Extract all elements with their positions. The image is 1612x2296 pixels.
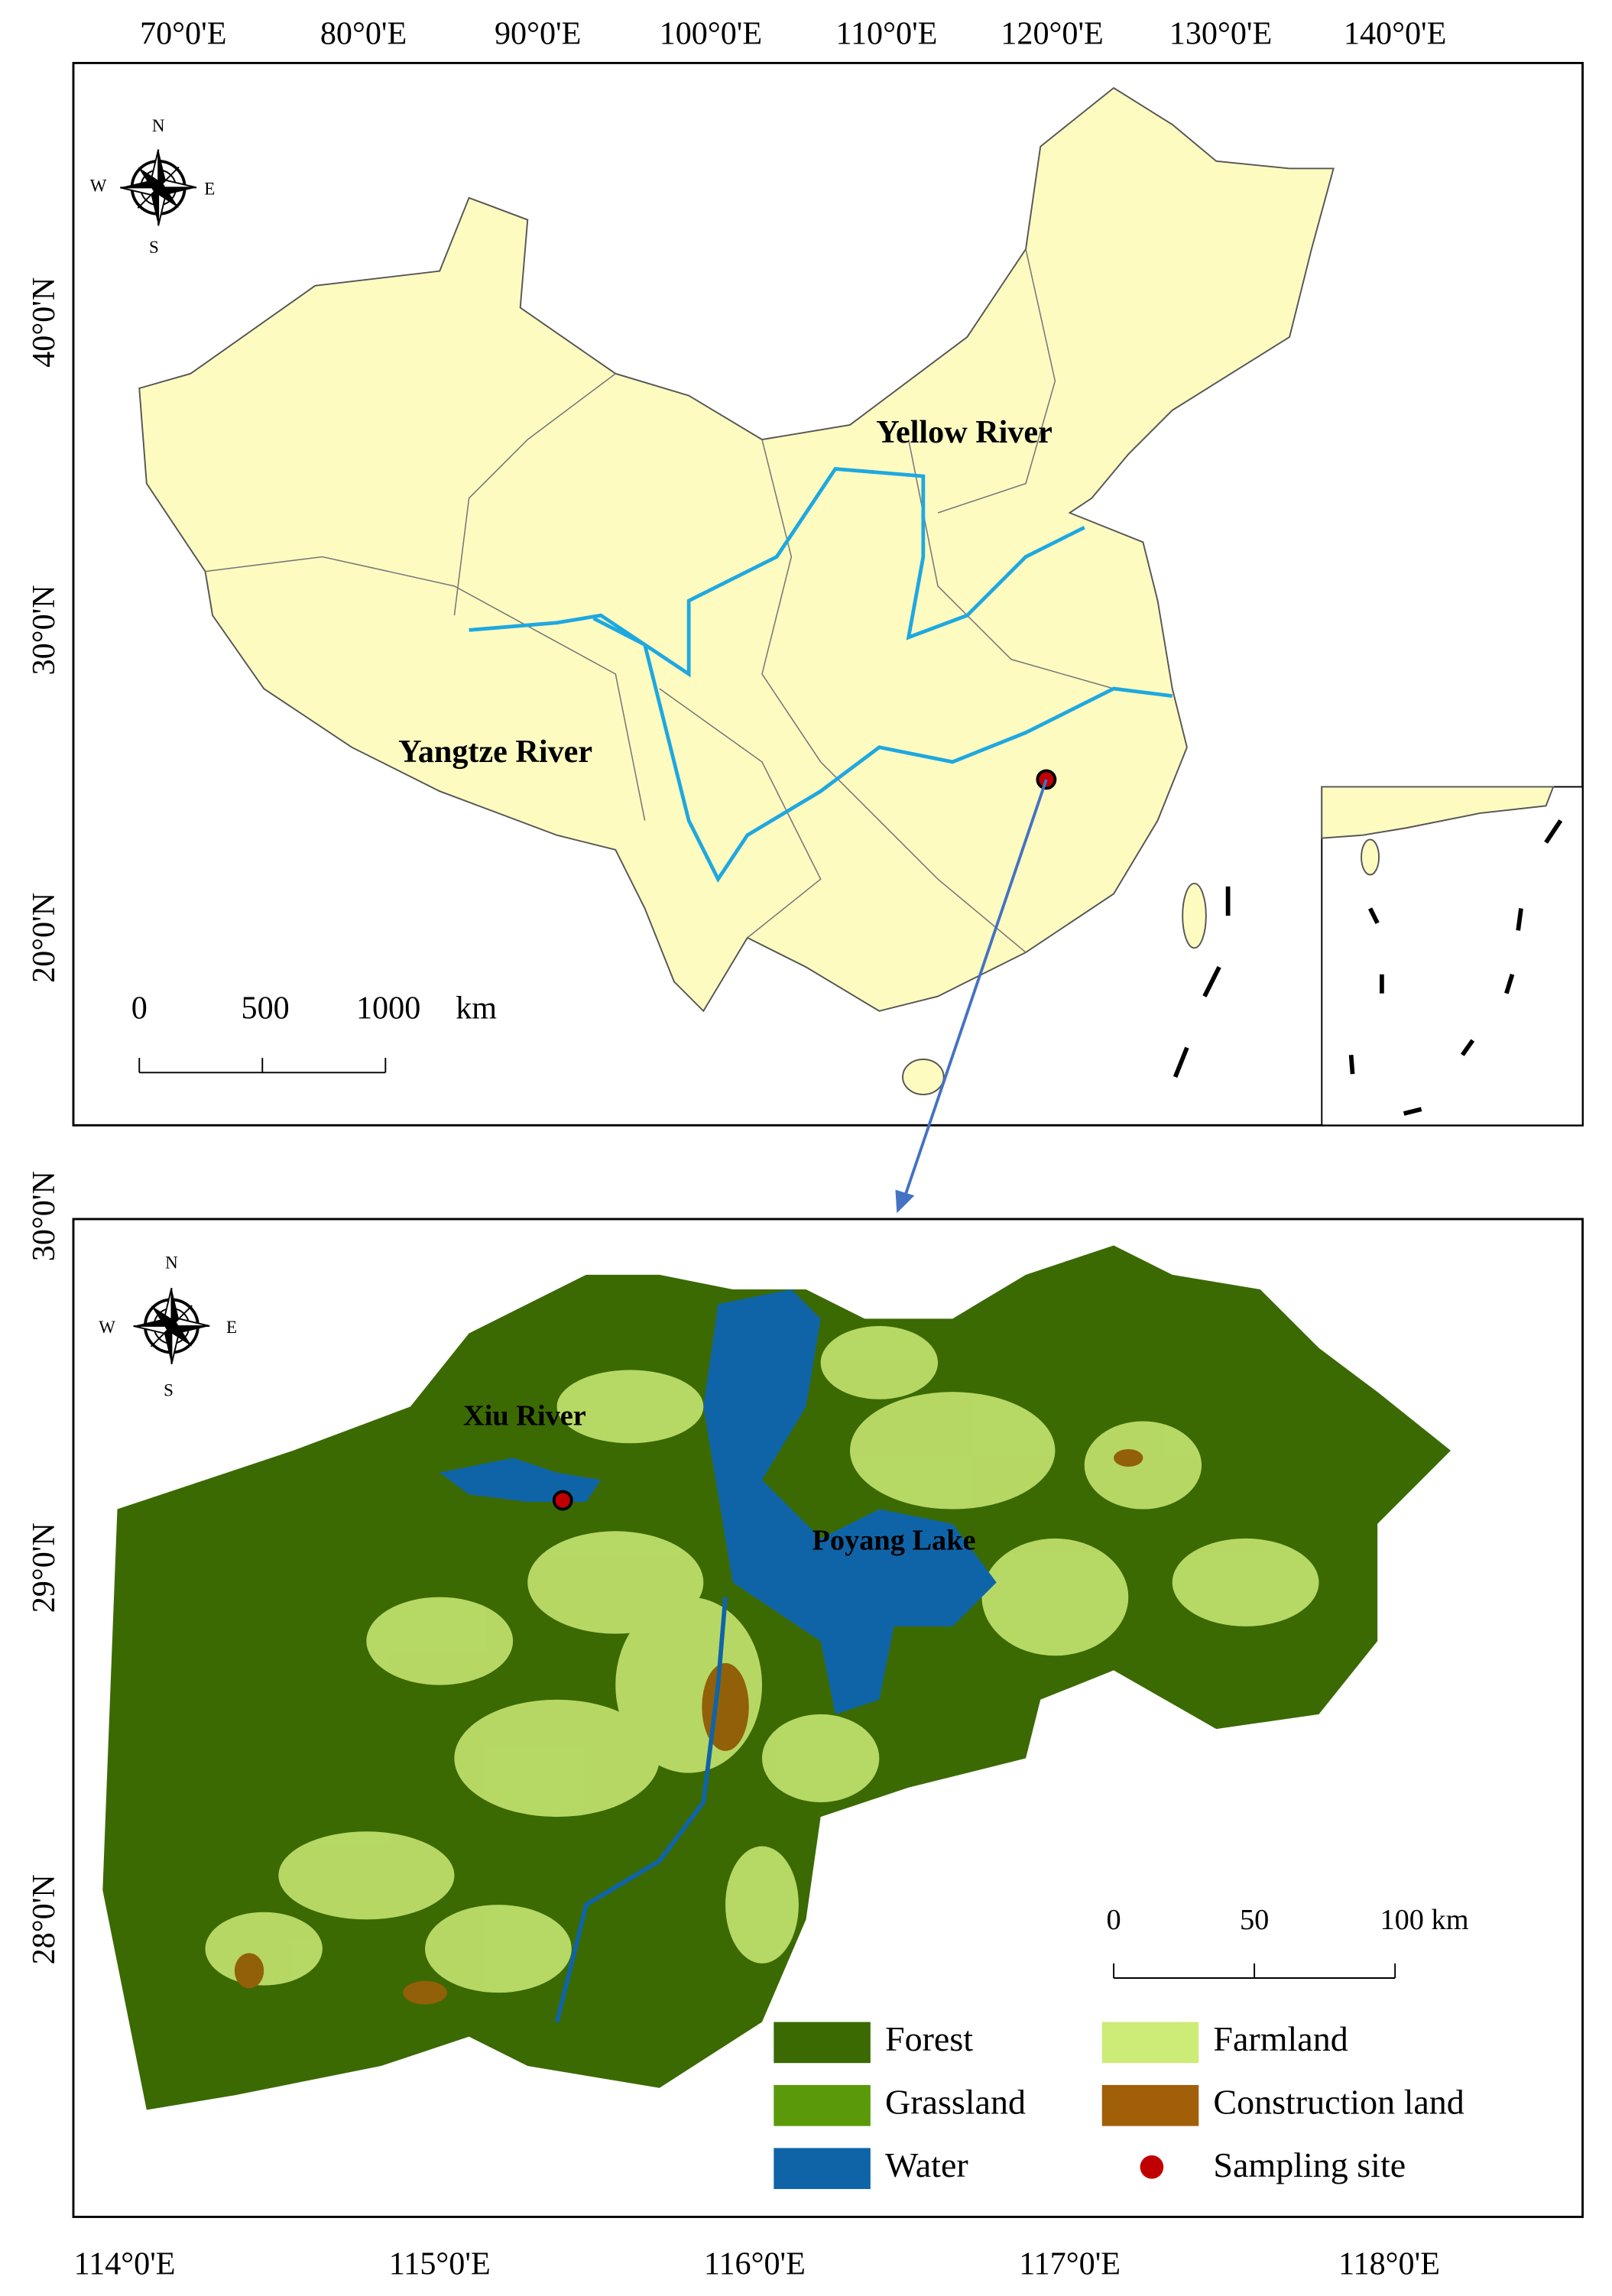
farmland-patch bbox=[1084, 1421, 1202, 1510]
lon-label: 80°0'E bbox=[320, 16, 407, 52]
lat-label: 30°0'N bbox=[26, 1171, 62, 1261]
legend-label: Water bbox=[885, 2145, 968, 2184]
scale-label: 0 bbox=[1106, 1904, 1121, 1936]
gan-river bbox=[554, 1597, 728, 2023]
top-scale-bar bbox=[138, 1058, 387, 1074]
farmland-patch bbox=[454, 1699, 660, 1818]
river-label: Yangtze River bbox=[398, 734, 592, 770]
lat-label: 30°0'N bbox=[26, 585, 62, 675]
place-label: Poyang Lake bbox=[812, 1524, 976, 1556]
farmland-patch bbox=[205, 1912, 323, 1986]
poyang-lake bbox=[703, 1289, 997, 1714]
dash-line bbox=[1173, 886, 1231, 1078]
farmland-patch bbox=[366, 1597, 514, 1685]
scale-label: 100 km bbox=[1380, 1904, 1468, 1936]
lon-label: 130°0'E bbox=[1169, 16, 1273, 52]
farmland-patch bbox=[1172, 1538, 1319, 1626]
compass-letter: S bbox=[149, 238, 159, 257]
arrow-head bbox=[895, 1189, 915, 1214]
taiwan bbox=[1182, 883, 1207, 949]
farmland-patch bbox=[725, 1846, 799, 1964]
legend-swatch bbox=[774, 2022, 871, 2064]
construction-patch bbox=[403, 1980, 447, 2005]
bottom-scale-bar bbox=[1113, 1963, 1396, 1979]
inset-island bbox=[1361, 838, 1380, 876]
lon-label: 100°0'E bbox=[660, 16, 763, 52]
legend-label: Grassland bbox=[885, 2082, 1026, 2121]
lat-label: 29°0'N bbox=[26, 1523, 62, 1613]
rivers bbox=[469, 466, 1173, 883]
farmland-patch bbox=[556, 1370, 704, 1444]
lon-label: 117°0'E bbox=[1019, 2246, 1121, 2281]
compass-letter: S bbox=[164, 1380, 174, 1399]
compass-letter: W bbox=[99, 1318, 115, 1337]
farmland-patch bbox=[850, 1392, 1056, 1510]
construction-patch bbox=[702, 1662, 749, 1751]
inset-land bbox=[1321, 786, 1555, 839]
lon-label: 110°0'E bbox=[835, 16, 937, 52]
lon-label: 70°0'E bbox=[140, 16, 226, 52]
farmland-patch bbox=[425, 1905, 572, 1993]
legend-swatch bbox=[1101, 2022, 1199, 2064]
farmland-patch bbox=[981, 1538, 1129, 1656]
lon-label: 120°0'E bbox=[1001, 16, 1104, 52]
legend-swatch bbox=[774, 2148, 871, 2190]
scale-label: 1000 bbox=[356, 990, 420, 1026]
scale-label: 50 bbox=[1240, 1904, 1269, 1936]
inset-dash bbox=[1348, 819, 1563, 1116]
scale-label: 500 bbox=[241, 990, 289, 1026]
construction-patch bbox=[234, 1953, 264, 1989]
lat-label: 20°0'N bbox=[26, 893, 62, 983]
lat-label: 40°0'N bbox=[26, 277, 62, 368]
lon-label: 118°0'E bbox=[1338, 2246, 1440, 2281]
lon-label: 114°0'E bbox=[74, 2246, 176, 2281]
lon-label: 115°0'E bbox=[389, 2246, 491, 2281]
lon-label: 90°0'E bbox=[495, 16, 581, 52]
farmland-patch bbox=[278, 1831, 455, 1920]
legend-label: Forest bbox=[885, 2019, 973, 2058]
legend-swatch bbox=[1101, 2084, 1199, 2126]
scale-label: 0 bbox=[131, 990, 148, 1026]
legend-label: Construction land bbox=[1213, 2082, 1464, 2121]
sampling-site bbox=[552, 1490, 573, 1511]
inset-frame bbox=[1321, 786, 1584, 1127]
scale-label: km bbox=[456, 990, 497, 1026]
lon-label: 140°0'E bbox=[1344, 16, 1447, 52]
legend-swatch bbox=[774, 2084, 871, 2126]
compass-letter: N bbox=[152, 116, 165, 135]
hainan bbox=[902, 1059, 945, 1095]
farmland-patch bbox=[761, 1714, 880, 1802]
arrow-line bbox=[903, 779, 1048, 1199]
legend-swatch bbox=[1140, 2155, 1164, 2179]
farmland-patch bbox=[820, 1325, 939, 1399]
compass-letter: E bbox=[204, 179, 215, 198]
river-label: Yellow River bbox=[876, 414, 1053, 450]
compass-letter: W bbox=[90, 177, 107, 196]
legend-label: Farmland bbox=[1213, 2019, 1348, 2058]
compass-letter: N bbox=[165, 1253, 178, 1273]
place-label: Xiu River bbox=[463, 1399, 586, 1432]
legend-label: Sampling site bbox=[1213, 2145, 1406, 2184]
lat-label: 28°0'N bbox=[26, 1874, 62, 1964]
lon-label: 116°0'E bbox=[704, 2246, 806, 2281]
compass-letter: E bbox=[226, 1318, 237, 1337]
china bbox=[138, 86, 1335, 1013]
construction-patch bbox=[1114, 1448, 1143, 1467]
